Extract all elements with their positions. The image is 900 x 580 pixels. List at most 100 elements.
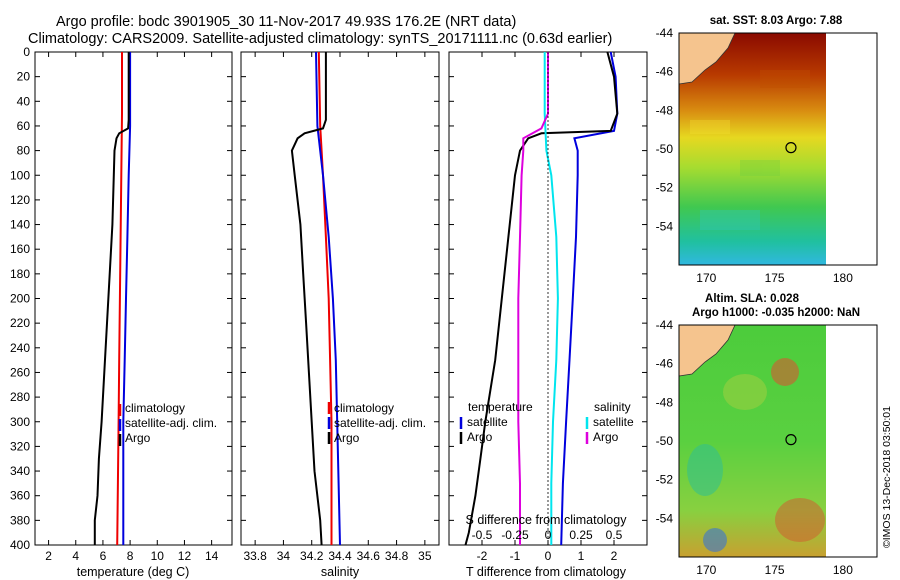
latitude-tick-label: -50 bbox=[656, 434, 674, 448]
t-difference-tick-labels: -2 -1 0 1 2 bbox=[477, 52, 618, 563]
figure-title-line2: Climatology: CARS2009. Satellite-adjuste… bbox=[28, 31, 612, 47]
longitude-tick-label: 170 bbox=[696, 563, 716, 577]
sla-map-title-line1: Altim. SLA: 0.028 bbox=[705, 293, 800, 305]
x-tick-label: 2 bbox=[45, 549, 52, 563]
x-tick-label: 6 bbox=[100, 549, 107, 563]
temperature-tick-labels: 2 4 6 8 10 12 14 bbox=[45, 52, 219, 563]
x-tick-label: 33.8 bbox=[243, 549, 267, 563]
depth-tick-label: 40 bbox=[17, 94, 31, 108]
latitude-tick-label: -52 bbox=[656, 473, 674, 487]
longitude-tick-label: 180 bbox=[833, 563, 853, 577]
sla-map-frame bbox=[678, 324, 878, 558]
latitude-tick-label: -44 bbox=[656, 318, 674, 332]
depth-tick-label: 100 bbox=[10, 168, 30, 182]
latitude-tick-label: -44 bbox=[656, 26, 674, 40]
series-salinity-satellite bbox=[543, 52, 559, 545]
sla-map-blank bbox=[826, 325, 877, 557]
t-difference-xlabel: T difference from climatology bbox=[466, 565, 627, 579]
depth-tick-label: 340 bbox=[10, 464, 30, 478]
temperature-axes-frame bbox=[34, 51, 233, 546]
legend-s-argo-label: Argo bbox=[593, 430, 619, 444]
series-satellite-adj-clim- bbox=[315, 51, 341, 546]
latitude-tick-label: -46 bbox=[656, 357, 674, 371]
imos-timestamp: ©IMOS 13-Dec-2018 03:50:01 bbox=[881, 406, 893, 548]
depth-tick-labels: 0 20 40 60 80 100 120 140 160 180 200 220 240 260 280 3… bbox=[10, 45, 647, 552]
sst-map-blank bbox=[826, 33, 877, 265]
depth-tick-label: 320 bbox=[10, 439, 30, 453]
s-tick-label: 0 bbox=[545, 528, 552, 542]
x-tick-label: 4 bbox=[72, 549, 79, 563]
new-zealand-landmass bbox=[678, 32, 736, 85]
series-climatology bbox=[317, 51, 333, 545]
depth-tick-label: 60 bbox=[17, 119, 31, 133]
latitude-tick-label: -48 bbox=[656, 103, 674, 117]
s-tick-label: -0.25 bbox=[501, 528, 529, 542]
depth-tick-label: 20 bbox=[17, 70, 31, 84]
difference-series bbox=[464, 51, 619, 546]
legend-satellite-label: satellite-adj. clim. bbox=[125, 416, 217, 430]
depth-tick-label: 400 bbox=[10, 538, 30, 552]
series-satellite-adj-clim- bbox=[122, 52, 132, 545]
temperature-series bbox=[93, 52, 132, 546]
latitude-tick-label: -50 bbox=[656, 142, 674, 156]
latitude-tick-label: -52 bbox=[656, 181, 674, 195]
x-tick-label: 34.2 bbox=[300, 549, 324, 563]
x-tick-label: 14 bbox=[205, 549, 219, 563]
s-tick-label: -0.5 bbox=[472, 528, 493, 542]
latitude-tick-label: -48 bbox=[656, 395, 674, 409]
latitude-tick-label: -54 bbox=[656, 511, 674, 525]
difference-legend: temperature satellite Argo salinity sate… bbox=[459, 400, 634, 444]
temperature-panel: 0204060801001201401601802002202402602803… bbox=[10, 45, 647, 579]
legend-climatology-label: climatology bbox=[334, 401, 394, 415]
depth-tick-label: 140 bbox=[10, 218, 30, 232]
depth-tick-label: 380 bbox=[10, 513, 30, 527]
legend-argo-label: Argo bbox=[125, 431, 151, 445]
series-argo bbox=[93, 52, 130, 545]
legend-satellite-label: satellite-adj. clim. bbox=[334, 416, 426, 430]
depth-tick-label: 300 bbox=[10, 415, 30, 429]
salinity-legend: climatology satellite-adj. clim. Argo bbox=[327, 401, 426, 445]
x-tick-label: 34.6 bbox=[357, 549, 381, 563]
argo-position-marker bbox=[785, 142, 797, 154]
x-tick-label: 34.8 bbox=[385, 549, 409, 563]
depth-tick-label: 0 bbox=[23, 45, 30, 59]
longitude-tick-label: 175 bbox=[765, 563, 785, 577]
x-tick-label: 1 bbox=[578, 549, 585, 563]
new-zealand-landmass bbox=[678, 324, 736, 377]
s-tick-label: 0.25 bbox=[569, 528, 593, 542]
sla-map-tick-labels: 170 175 180 -44 -46 -48 -50 -52 -54 bbox=[656, 318, 854, 577]
salinity-tick-labels: 33.8 34 34.2 34.4 34.6 34.8 35 bbox=[243, 52, 432, 563]
series-argo bbox=[290, 52, 327, 546]
salinity-axes-frame bbox=[240, 51, 440, 546]
legend-t-argo-label: Argo bbox=[467, 430, 493, 444]
x-tick-label: 0 bbox=[545, 549, 552, 563]
depth-tick-label: 80 bbox=[17, 144, 31, 158]
series-climatology bbox=[116, 52, 123, 546]
longitude-tick-label: 170 bbox=[696, 271, 716, 285]
depth-tick-label: 160 bbox=[10, 242, 30, 256]
legend-climatology-label: climatology bbox=[125, 401, 185, 415]
sst-map-tick-labels: 170 175 180 -44 -46 -48 -50 -52 -54 bbox=[656, 26, 854, 285]
legend-salinity-title: salinity bbox=[594, 400, 631, 414]
depth-tick-label: 360 bbox=[10, 489, 30, 503]
s-difference-tick-labels: -0.5 -0.25 0 0.25 0.5 bbox=[472, 528, 623, 542]
longitude-tick-label: 175 bbox=[765, 271, 785, 285]
sst-map-frame bbox=[678, 32, 878, 266]
sst-map-title: sat. SST: 8.03 Argo: 7.88 bbox=[710, 15, 843, 27]
legend-temperature-title: temperature bbox=[468, 400, 533, 414]
sla-heatmap-texture bbox=[687, 358, 825, 552]
temperature-legend: climatology satellite-adj. clim. Argo bbox=[118, 401, 217, 446]
series-temperature-argo bbox=[464, 51, 619, 546]
salinity-xlabel: salinity bbox=[321, 565, 360, 579]
x-tick-label: 35 bbox=[418, 549, 432, 563]
x-tick-label: 12 bbox=[178, 549, 192, 563]
series-salinity-argo bbox=[517, 52, 549, 545]
x-tick-label: -1 bbox=[510, 549, 521, 563]
x-tick-label: 34.4 bbox=[328, 549, 352, 563]
latitude-tick-label: -54 bbox=[656, 219, 674, 233]
legend-argo-label: Argo bbox=[334, 431, 360, 445]
depth-tick-label: 120 bbox=[10, 193, 30, 207]
salinity-series bbox=[290, 51, 341, 546]
depth-tick-label: 180 bbox=[10, 267, 30, 281]
